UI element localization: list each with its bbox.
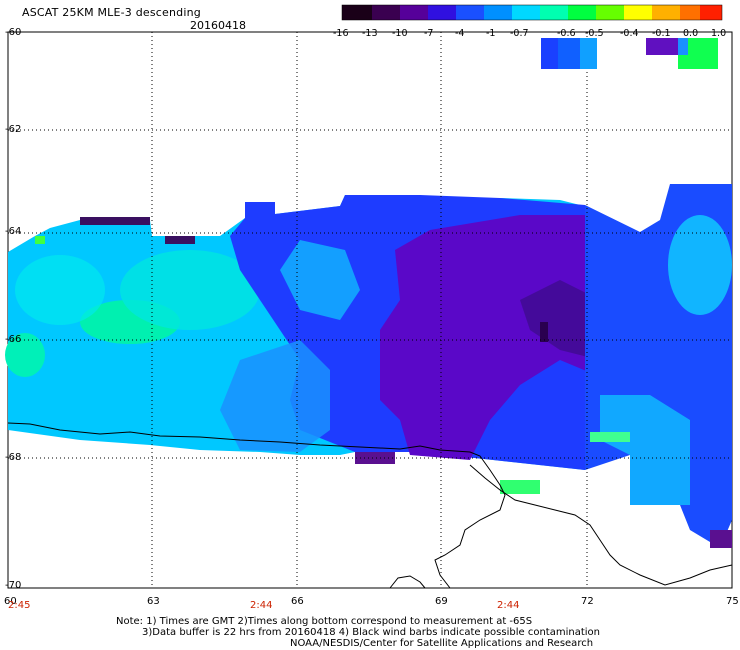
colorbar-label: -4	[455, 28, 465, 39]
swath-cyan-patch	[15, 255, 105, 325]
time-label: 2:44	[250, 600, 273, 611]
legend-swatch	[646, 38, 678, 55]
lat-label: -60	[5, 27, 22, 38]
lat-label: -66	[5, 334, 22, 345]
colorbar-outline	[341, 4, 723, 21]
colorbar-segment	[540, 5, 568, 20]
swath-edge-green	[590, 432, 630, 442]
colorbar	[341, 4, 723, 21]
lon-label: 63	[147, 596, 160, 607]
colorbar-label: -13	[362, 28, 378, 39]
lat-label: -64	[5, 226, 22, 237]
colorbar-label: -0.6	[557, 28, 576, 39]
lat-label: -68	[5, 452, 22, 463]
map-date: 20160418	[190, 19, 246, 32]
legend-swatch	[541, 38, 558, 69]
lat-label: -70	[5, 580, 22, 591]
colorbar-segment	[596, 5, 624, 20]
swath-edge-dark	[710, 530, 732, 548]
time-label: 2:44	[497, 600, 520, 611]
swath-edge-green	[35, 236, 45, 244]
swath-lightblue-mid	[220, 340, 330, 452]
colorbar-segment	[484, 5, 512, 20]
colorbar-label: 0.0	[683, 28, 699, 39]
swath-edge-green	[500, 480, 540, 494]
legend-swatch	[678, 38, 688, 55]
swath-east-cyan	[668, 215, 732, 315]
colorbar-label: -16	[333, 28, 349, 39]
colorbar-segment	[456, 5, 484, 20]
graticule	[8, 32, 732, 588]
footer-note-line1: Note: 1) Times are GMT 2)Times along bot…	[116, 616, 533, 627]
lat-label: -62	[5, 124, 22, 135]
coastline	[469, 464, 733, 586]
colorbar-label: -0.5	[585, 28, 604, 39]
colorbar-segment	[400, 5, 428, 20]
colorbar-label: -1	[486, 28, 496, 39]
colorbar-segment	[680, 5, 700, 20]
legend-swatches	[541, 38, 718, 69]
lon-label: 66	[291, 596, 304, 607]
time-label: 2:45	[8, 600, 31, 611]
colorbar-segment	[700, 5, 722, 20]
colorbar-segment	[512, 5, 540, 20]
swath-edge-dark	[165, 236, 195, 244]
colorbar-label: -0.4	[620, 28, 639, 39]
colorbar-segment	[624, 5, 652, 20]
lon-label: 60	[4, 596, 17, 607]
swath-edge-dark	[80, 217, 150, 225]
swath-cyan-patch	[120, 250, 260, 330]
legend-swatch	[558, 38, 580, 69]
legend-swatch	[580, 38, 597, 69]
colorbar-segment	[372, 5, 400, 20]
colorbar-label: 1.0	[711, 28, 727, 39]
map-title: ASCAT 25KM MLE-3 descending	[22, 6, 201, 19]
swath-cyan-mid	[280, 240, 360, 320]
colorbar-label: -0.7	[510, 28, 529, 39]
footer-credit: NOAA/NESDIS/Center for Satellite Applica…	[290, 638, 594, 649]
swath-edge-darkpurple	[540, 322, 548, 342]
coastline	[7, 422, 506, 589]
footer-note-line2: 3)Data buffer is 22 hrs from 20160418 4)…	[142, 627, 600, 638]
lon-label: 69	[435, 596, 448, 607]
colorbar-label: -7	[424, 28, 434, 39]
swath-green-patch	[5, 333, 45, 377]
colorbar-label: -0.1	[652, 28, 671, 39]
wind-data-swath	[5, 184, 732, 548]
coastline	[389, 575, 426, 589]
colorbar-label: -10	[392, 28, 408, 39]
swath-edge-dark	[355, 452, 395, 464]
lon-label: 72	[581, 596, 594, 607]
colorbar-segment	[568, 5, 596, 20]
colorbar-segment	[428, 5, 456, 20]
swath-east-cyan-lower	[600, 395, 690, 505]
colorbar-segment	[652, 5, 680, 20]
colorbar-segment	[342, 5, 372, 20]
lon-label: 75	[726, 596, 739, 607]
